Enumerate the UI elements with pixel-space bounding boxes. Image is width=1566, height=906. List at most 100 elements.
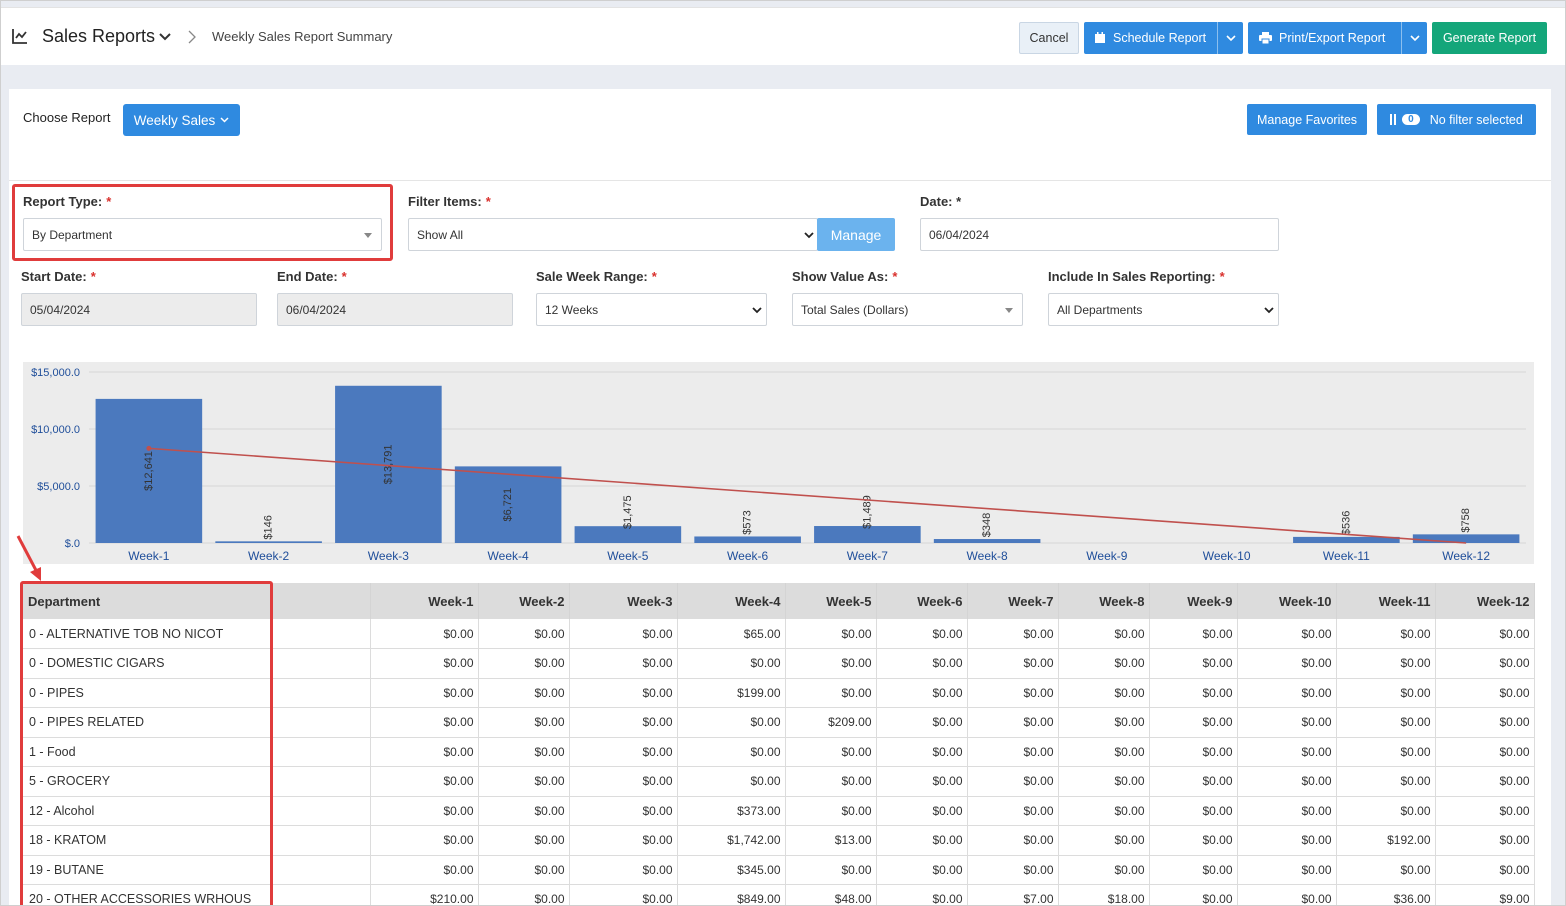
- department-cell: 1 - Food: [21, 737, 371, 767]
- filter-items-select[interactable]: Show All: [408, 218, 818, 251]
- column-header-week[interactable]: Week-4: [677, 583, 786, 619]
- required-mark: *: [341, 269, 347, 284]
- start-date-label-text: Start Date:: [21, 269, 87, 284]
- sales-value-cell: $0.00: [876, 737, 968, 767]
- y-tick-label: $15,000.0: [31, 367, 80, 379]
- end-date-input[interactable]: 06/04/2024: [277, 293, 513, 326]
- y-tick-label: $.0: [65, 538, 80, 550]
- include-select[interactable]: All Departments: [1048, 293, 1279, 326]
- week-range-select[interactable]: 12 Weeks: [536, 293, 767, 326]
- sales-value-cell: $0.00: [1237, 678, 1337, 708]
- column-header-week[interactable]: Week-3: [569, 583, 678, 619]
- chart-bar: [95, 398, 203, 543]
- sales-value-cell: $0.00: [1336, 648, 1436, 679]
- column-header-week[interactable]: Week-8: [1058, 583, 1150, 619]
- column-header-week[interactable]: Week-11: [1336, 583, 1436, 619]
- sales-value-cell: $0.00: [478, 825, 570, 856]
- manage-filter-button[interactable]: Manage: [817, 218, 895, 251]
- date-input[interactable]: 06/04/2024: [920, 218, 1279, 251]
- sales-value-cell: $373.00: [677, 796, 786, 826]
- chevron-down-icon: [1264, 307, 1274, 314]
- sales-value-cell: $0.00: [1237, 855, 1337, 885]
- highlight-box-report-type: [12, 184, 393, 261]
- filter-status-button[interactable]: 0 No filter selected: [1377, 104, 1536, 135]
- sales-value-cell: $0.00: [1149, 619, 1238, 649]
- sales-value-cell: $0.00: [677, 707, 786, 738]
- x-tick-label: Week-12: [1442, 549, 1490, 563]
- column-header-week[interactable]: Week-6: [876, 583, 968, 619]
- column-header-department[interactable]: Department: [21, 583, 371, 619]
- sales-value-cell: $0.00: [569, 855, 678, 885]
- sales-value-cell: $0.00: [370, 766, 479, 797]
- sales-value-cell: $0.00: [1237, 619, 1337, 649]
- report-type-label: Report Type: *: [23, 194, 111, 209]
- chart-bar: [1293, 536, 1400, 543]
- sales-value-cell: $0.00: [1435, 737, 1535, 767]
- cancel-button[interactable]: Cancel: [1019, 22, 1079, 54]
- sales-value-cell: $0.00: [569, 737, 678, 767]
- filter-items-label-text: Filter Items:: [408, 194, 482, 209]
- column-header-week[interactable]: Week-1: [370, 583, 479, 619]
- sales-value-cell: $0.00: [876, 855, 968, 885]
- sales-value-cell: $0.00: [1435, 855, 1535, 885]
- sales-value-cell: $0.00: [876, 678, 968, 708]
- print-export-button[interactable]: Print/Export Report: [1248, 22, 1427, 54]
- schedule-report-button[interactable]: Schedule Report: [1084, 22, 1243, 54]
- column-header-week[interactable]: Week-10: [1237, 583, 1337, 619]
- x-tick-label: Week-6: [727, 549, 768, 563]
- sales-value-cell: $0.00: [1336, 855, 1436, 885]
- data-label: $1,489: [861, 495, 873, 529]
- report-type-select[interactable]: By Department: [23, 218, 382, 251]
- week-range-value: 12 Weeks: [545, 302, 599, 317]
- data-label: $12,641: [143, 451, 155, 491]
- manage-favorites-button[interactable]: Manage Favorites: [1247, 104, 1367, 135]
- print-dropdown-toggle[interactable]: [1401, 22, 1427, 54]
- sales-value-cell: $0.00: [785, 796, 877, 826]
- chart-bar: [215, 541, 322, 543]
- column-header-week[interactable]: Week-9: [1149, 583, 1238, 619]
- sales-value-cell: $0.00: [785, 648, 877, 679]
- chart-bar: [454, 466, 562, 543]
- chevron-down-icon: [752, 307, 762, 314]
- column-header-week[interactable]: Week-5: [785, 583, 877, 619]
- column-header-week[interactable]: Week-12: [1435, 583, 1535, 619]
- sales-value-cell: $1,742.00: [677, 825, 786, 856]
- sales-value-cell: $9.00: [1435, 884, 1535, 905]
- sales-value-cell: $0.00: [1435, 766, 1535, 797]
- sales-value-cell: $0.00: [876, 707, 968, 738]
- week-range-label-text: Sale Week Range:: [536, 269, 648, 284]
- data-label: $13,791: [382, 445, 394, 485]
- caret-down-icon: [364, 233, 372, 238]
- sales-value-cell: $0.00: [1336, 678, 1436, 708]
- department-cell: 19 - BUTANE: [21, 855, 371, 885]
- sales-value-cell: $0.00: [569, 648, 678, 679]
- data-label: $573: [742, 510, 754, 534]
- show-value-select[interactable]: Total Sales (Dollars): [792, 293, 1023, 326]
- sales-value-cell: $0.00: [478, 648, 570, 679]
- table-row: 1 - Food $0.00 $0.00 $0.00 $0.00 $0.00 $0.00 $0…: [21, 737, 1535, 767]
- sales-value-cell: $0.00: [370, 825, 479, 856]
- start-date-input[interactable]: 05/04/2024: [21, 293, 257, 326]
- chevron-down-icon: [804, 232, 814, 239]
- y-tick-label: $5,000.0: [37, 481, 80, 493]
- chevron-down-icon[interactable]: [159, 32, 171, 42]
- column-header-week[interactable]: Week-7: [967, 583, 1059, 619]
- start-date-value: 05/04/2024: [30, 302, 91, 317]
- chart-bar: [933, 539, 1041, 543]
- sales-value-cell: $0.00: [370, 648, 479, 679]
- x-tick-label: Week-9: [1086, 549, 1127, 563]
- column-header-week[interactable]: Week-2: [478, 583, 570, 619]
- sales-value-cell: $0.00: [569, 796, 678, 826]
- chart-bar: [335, 385, 442, 543]
- trend-start-point: [146, 445, 152, 451]
- chart-bar: [814, 526, 921, 543]
- choose-report-dropdown[interactable]: Weekly Sales: [123, 104, 240, 136]
- schedule-dropdown-toggle[interactable]: [1217, 22, 1243, 54]
- table-row: 0 - PIPES $0.00 $0.00 $0.00 $199.00 $0.00 $0.0…: [21, 678, 1535, 708]
- generate-report-button[interactable]: Generate Report: [1432, 22, 1547, 54]
- top-bar: Sales Reports Weekly Sales Report Summar…: [1, 7, 1565, 65]
- printer-icon: [1259, 32, 1272, 44]
- sales-value-cell: $0.00: [1336, 707, 1436, 738]
- line-chart-icon: [12, 29, 27, 44]
- chevron-down-icon: [220, 117, 229, 123]
